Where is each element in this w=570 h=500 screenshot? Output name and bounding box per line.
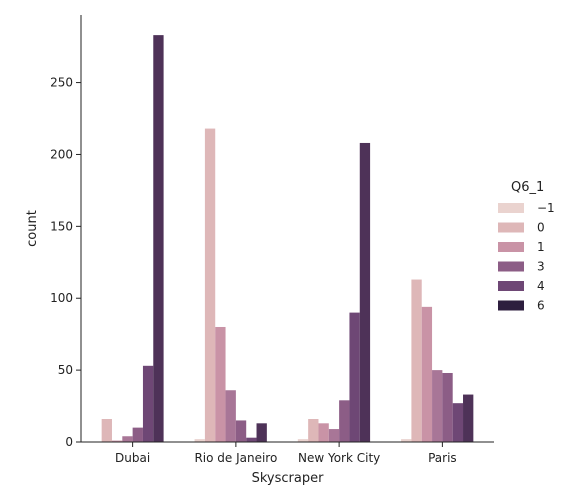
x-tick-label: New York City bbox=[298, 451, 380, 465]
bar bbox=[142, 365, 154, 442]
axes-layer: 0 50 100 150 200 250 Dubai Rio de Janeiro New Y… bbox=[25, 15, 494, 486]
legend-items: −1 0 1 3 4 6 bbox=[498, 201, 555, 313]
bar bbox=[452, 403, 464, 442]
bar bbox=[246, 437, 257, 442]
bar bbox=[132, 427, 143, 442]
bar bbox=[442, 372, 453, 442]
legend-swatch bbox=[498, 300, 524, 311]
bar bbox=[235, 420, 247, 442]
bar bbox=[359, 142, 371, 442]
bar bbox=[204, 128, 216, 442]
bar bbox=[432, 370, 443, 442]
y-tick-label: 200 bbox=[50, 147, 73, 161]
x-tick-label: Rio de Janeiro bbox=[194, 451, 277, 465]
bar bbox=[256, 423, 267, 442]
legend-swatch bbox=[498, 222, 524, 233]
legend: Q6_1 −1 0 1 3 4 6 bbox=[498, 180, 555, 313]
bar bbox=[411, 279, 422, 442]
y-tick-label: 150 bbox=[50, 219, 73, 233]
legend-swatch bbox=[498, 203, 524, 213]
bar bbox=[328, 429, 340, 442]
bar bbox=[318, 423, 329, 442]
bar bbox=[215, 326, 226, 442]
bar bbox=[153, 35, 164, 443]
bar bbox=[421, 306, 433, 442]
y-tick-label: 100 bbox=[50, 291, 73, 305]
bar bbox=[101, 418, 112, 442]
legend-label: 4 bbox=[537, 279, 545, 293]
legend-swatch bbox=[498, 281, 524, 291]
bar bbox=[401, 439, 412, 442]
y-tick-label: 250 bbox=[50, 76, 73, 90]
legend-label: 1 bbox=[537, 240, 545, 254]
bar bbox=[297, 439, 309, 442]
y-tick-label: 0 bbox=[65, 435, 73, 449]
y-tick-label: 50 bbox=[58, 363, 73, 377]
x-axis-ticks: Dubai Rio de Janeiro New York City Paris bbox=[115, 442, 457, 465]
y-axis-title: count bbox=[25, 210, 40, 247]
bar bbox=[463, 394, 474, 442]
legend-title: Q6_1 bbox=[511, 180, 544, 195]
x-tick-label: Dubai bbox=[115, 451, 150, 465]
legend-label: −1 bbox=[537, 201, 555, 215]
legend-swatch bbox=[498, 261, 524, 272]
y-axis-ticks: 0 50 100 150 200 250 bbox=[50, 76, 81, 449]
bars-layer bbox=[101, 35, 474, 443]
bar bbox=[308, 418, 319, 442]
legend-swatch bbox=[498, 242, 524, 252]
x-axis-title: Skyscraper bbox=[252, 471, 324, 486]
legend-label: 3 bbox=[537, 260, 545, 274]
bar bbox=[111, 440, 123, 442]
legend-label: 6 bbox=[537, 299, 545, 313]
x-tick-label: Paris bbox=[428, 451, 457, 465]
bar bbox=[349, 312, 360, 442]
bar bbox=[225, 390, 236, 442]
bar bbox=[339, 400, 350, 442]
legend-label: 0 bbox=[537, 221, 545, 235]
bar bbox=[122, 436, 133, 442]
bar bbox=[194, 439, 205, 442]
